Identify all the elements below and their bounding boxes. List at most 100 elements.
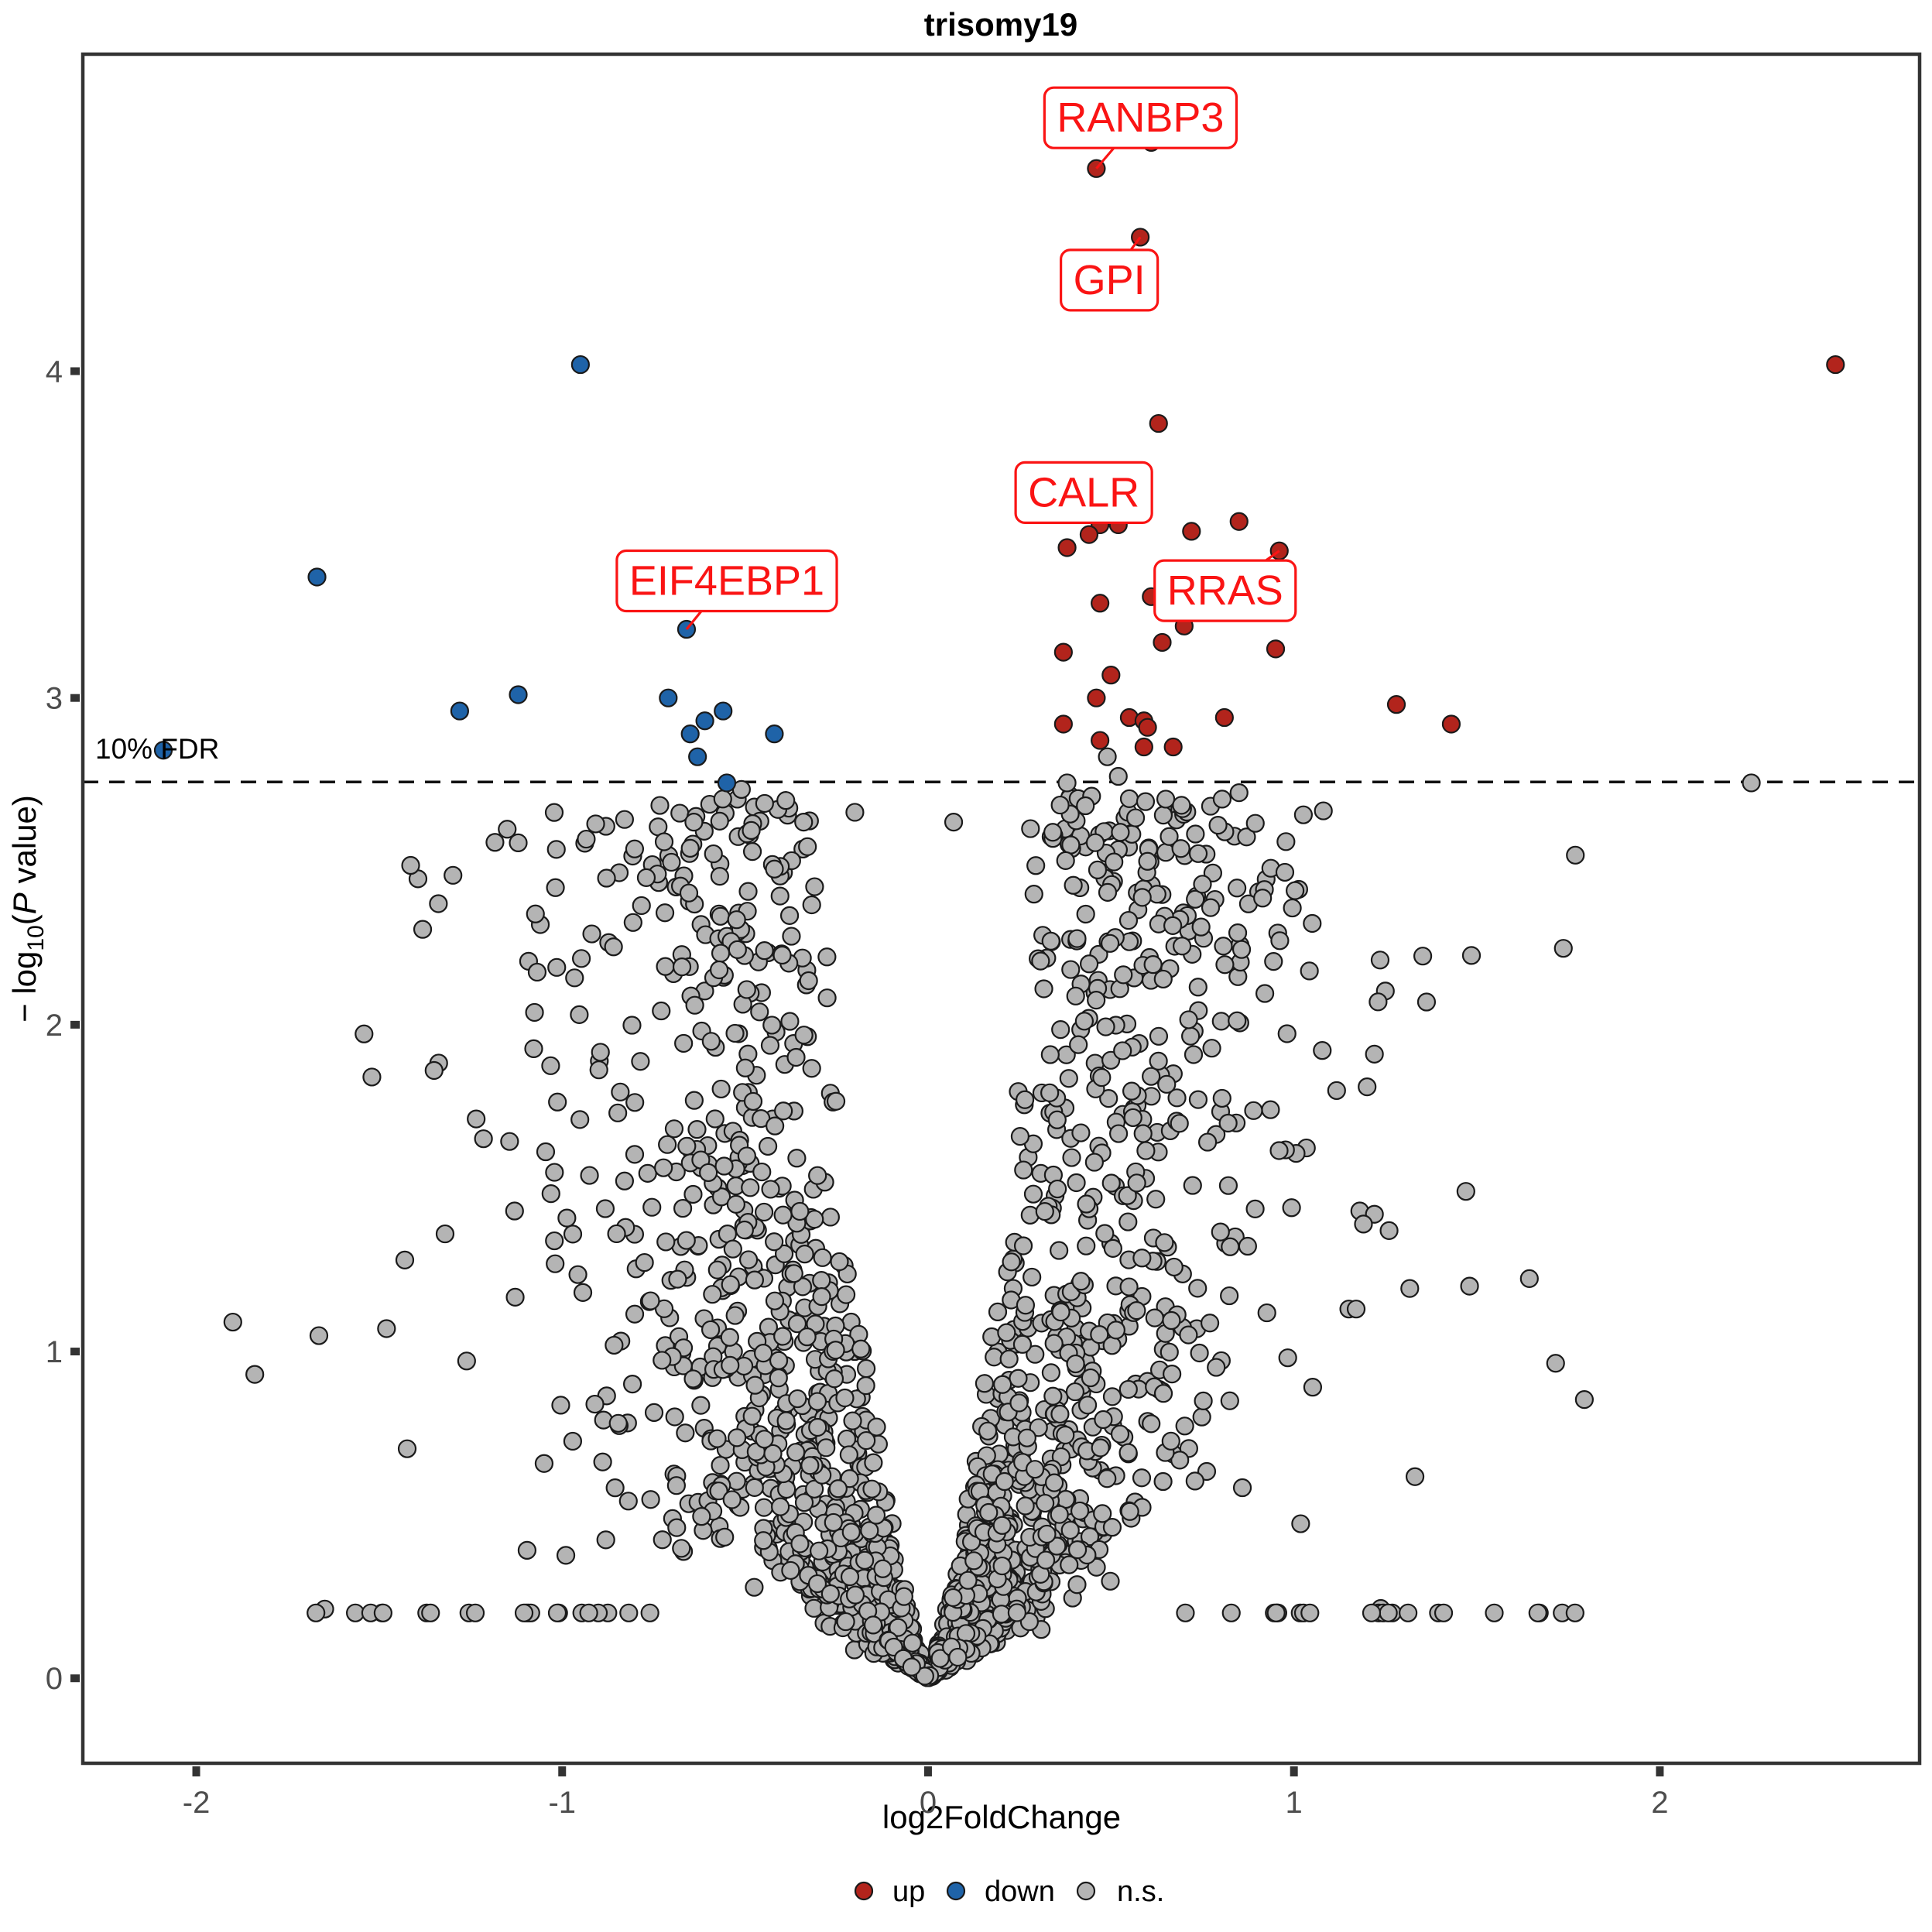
ns-point	[1108, 766, 1128, 786]
ns-point	[1085, 833, 1105, 852]
ns-point	[1153, 1384, 1173, 1403]
ns-point	[1208, 816, 1228, 835]
legend-label: n.s.	[1117, 1875, 1164, 1908]
ns-point	[1191, 917, 1211, 937]
ns-point	[1153, 969, 1173, 989]
ns-point	[902, 1657, 921, 1677]
ns-point	[1040, 1083, 1060, 1102]
ns-point	[857, 1358, 876, 1379]
plot-panel-border	[80, 52, 1922, 1766]
ns-point	[641, 1490, 660, 1509]
ns-point	[429, 894, 448, 913]
ns-point	[1043, 823, 1063, 842]
ns-point	[1179, 1010, 1198, 1029]
ns-point	[1266, 1603, 1286, 1622]
ns-point	[711, 944, 731, 963]
ns-point	[745, 1270, 765, 1290]
ns-point	[1157, 1074, 1177, 1094]
ns-point	[1282, 1198, 1301, 1218]
ns-point	[654, 1158, 673, 1177]
down-point	[695, 711, 714, 731]
ns-point	[547, 1603, 567, 1622]
ns-point	[625, 1145, 645, 1164]
ns-point	[810, 1541, 829, 1560]
ns-point	[547, 957, 567, 977]
up-point	[1229, 512, 1249, 531]
ns-point	[1460, 1276, 1479, 1296]
ns-point	[362, 1067, 382, 1087]
ns-point	[1149, 1051, 1168, 1070]
ns-point	[839, 1445, 858, 1464]
ns-point	[1035, 1202, 1054, 1221]
ns-point	[843, 1411, 862, 1430]
ns-point	[618, 1492, 638, 1511]
ns-point	[1519, 1269, 1539, 1288]
ns-point	[766, 1116, 785, 1136]
ns-point	[673, 1198, 693, 1218]
ns-point	[851, 1339, 871, 1358]
ns-point	[485, 833, 505, 852]
ns-point	[435, 1224, 455, 1244]
ns-point	[721, 1275, 740, 1294]
ns-point	[808, 1417, 827, 1437]
ns-point	[683, 1369, 703, 1389]
ns-point	[1264, 952, 1283, 971]
ns-point	[1528, 1603, 1547, 1622]
ns-point	[424, 1060, 444, 1081]
ns-point	[1167, 1088, 1187, 1108]
ns-point	[1212, 790, 1232, 809]
down-point	[450, 701, 469, 721]
ns-point	[802, 895, 821, 915]
ns-point	[812, 1271, 831, 1290]
ns-point	[774, 1101, 793, 1121]
up-point	[1053, 714, 1073, 734]
ns-point	[684, 1091, 704, 1110]
ns-point	[758, 1136, 778, 1156]
ns-point	[556, 1546, 576, 1565]
ns-point	[524, 1039, 543, 1058]
ns-point	[551, 1396, 570, 1415]
ns-point	[988, 1302, 1008, 1321]
ns-point	[862, 1479, 882, 1499]
ns-point	[725, 1023, 745, 1043]
ns-point	[672, 1539, 691, 1558]
ns-point	[948, 1647, 968, 1667]
ns-point	[605, 1335, 624, 1355]
up-point	[1087, 688, 1106, 707]
ns-point	[1081, 1368, 1101, 1388]
ns-point	[1098, 1469, 1117, 1488]
ns-point	[1067, 1575, 1087, 1595]
ns-point	[1156, 790, 1176, 809]
ns-point	[1565, 1603, 1584, 1622]
ns-point	[1186, 824, 1205, 844]
ns-point	[563, 1225, 583, 1244]
legend-swatch	[1076, 1881, 1096, 1901]
ns-point	[1175, 1416, 1194, 1436]
up-point	[1266, 639, 1286, 659]
ns-point	[1118, 1379, 1138, 1399]
ns-point	[652, 1001, 671, 1021]
gene-label-text: GPI	[1074, 257, 1146, 303]
ns-point	[1232, 1478, 1252, 1498]
ns-point	[836, 1285, 856, 1304]
up-point	[1441, 714, 1461, 734]
ns-point	[753, 1344, 773, 1363]
ns-point	[1051, 1020, 1070, 1040]
gene-label-eif4ebp1: EIF4EBP1	[615, 549, 838, 631]
ns-point	[1161, 1431, 1180, 1451]
ns-point	[1368, 992, 1388, 1012]
ns-point	[615, 1171, 634, 1190]
ns-point	[824, 1369, 844, 1389]
ns-point	[572, 949, 591, 968]
ns-point	[1098, 747, 1117, 766]
ns-point	[579, 1603, 598, 1622]
ns-point	[1413, 947, 1433, 966]
ns-point	[1546, 1354, 1565, 1373]
up-point	[1386, 695, 1406, 714]
up-point	[1826, 355, 1845, 375]
ns-point	[1362, 1603, 1382, 1622]
ns-point	[1047, 1110, 1067, 1129]
ns-point	[1101, 1173, 1121, 1193]
ns-point	[635, 1252, 654, 1273]
x-tick-mark	[558, 1766, 567, 1776]
